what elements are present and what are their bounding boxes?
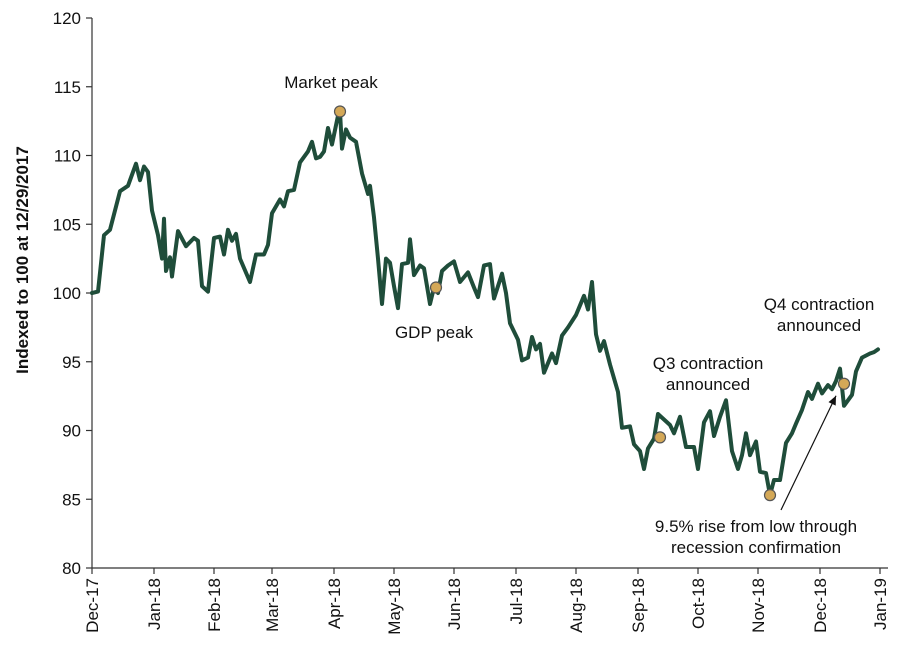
x-tick-label: Apr-18 xyxy=(325,578,344,629)
y-tick-label: 80 xyxy=(62,559,81,578)
x-tick-label: Dec-17 xyxy=(83,578,102,633)
x-tick-label: Jun-18 xyxy=(445,578,464,630)
annotation-label: Q3 contraction announced xyxy=(653,354,764,394)
y-tick-label: 90 xyxy=(62,422,81,441)
annotation-line: GDP peak xyxy=(395,323,474,342)
event-marker xyxy=(429,281,443,294)
annotation-line: announced xyxy=(777,316,861,335)
event-marker xyxy=(763,489,777,502)
x-tick-label: Oct-18 xyxy=(689,578,708,629)
annotation-line: recession confirmation xyxy=(671,538,841,557)
annotation-label: 9.5% rise from low through recession conf… xyxy=(655,517,857,557)
annotation-label: GDP peak xyxy=(395,323,474,342)
x-tick-label: Jan-18 xyxy=(145,578,164,630)
x-tick-label: May-18 xyxy=(385,578,404,635)
y-tick-label: 105 xyxy=(53,215,81,234)
x-tick-label: Aug-18 xyxy=(567,578,586,633)
tick-labels: 80 85 90 95 100 105 110 115 120 Dec-17 Jan-18 Feb-1… xyxy=(53,9,890,635)
x-tick-label: Feb-18 xyxy=(205,578,224,632)
annotation-label: Market peak xyxy=(284,73,378,92)
y-tick-label: 110 xyxy=(54,147,81,166)
event-marker xyxy=(333,105,347,118)
series-line xyxy=(90,109,880,498)
x-tick-label: Mar-18 xyxy=(263,578,282,632)
y-tick-label: 85 xyxy=(62,490,81,509)
y-tick-label: 115 xyxy=(54,78,81,97)
annotations: Market peak GDP peak Q3 contraction announc… xyxy=(284,73,874,557)
annotation-line: Q3 contraction xyxy=(653,354,764,373)
markers xyxy=(333,105,851,502)
event-marker xyxy=(653,431,667,444)
x-tick-label: Jan-19 xyxy=(871,578,890,630)
x-tick-label: Dec-18 xyxy=(811,578,830,633)
x-tick-label: Nov-18 xyxy=(749,578,768,633)
annotation-line: announced xyxy=(666,375,750,394)
annotation-arrow xyxy=(780,395,837,511)
y-tick-label: 100 xyxy=(53,284,81,303)
event-marker xyxy=(837,377,851,390)
annotation-line: Q4 contraction xyxy=(764,295,875,314)
x-tick-label: Sep-18 xyxy=(629,578,648,633)
x-tick-label: Jul-18 xyxy=(507,578,526,624)
y-tick-label: 95 xyxy=(62,353,81,372)
annotation-label: Q4 contraction announced xyxy=(764,295,875,335)
annotation-line: 9.5% rise from low through xyxy=(655,517,857,536)
y-tick-label: 120 xyxy=(53,9,81,28)
annotation-line: Market peak xyxy=(284,73,378,92)
y-axis-title: Indexed to 100 at 12/29/2017 xyxy=(13,146,32,374)
annotation-arrowhead xyxy=(828,395,836,406)
